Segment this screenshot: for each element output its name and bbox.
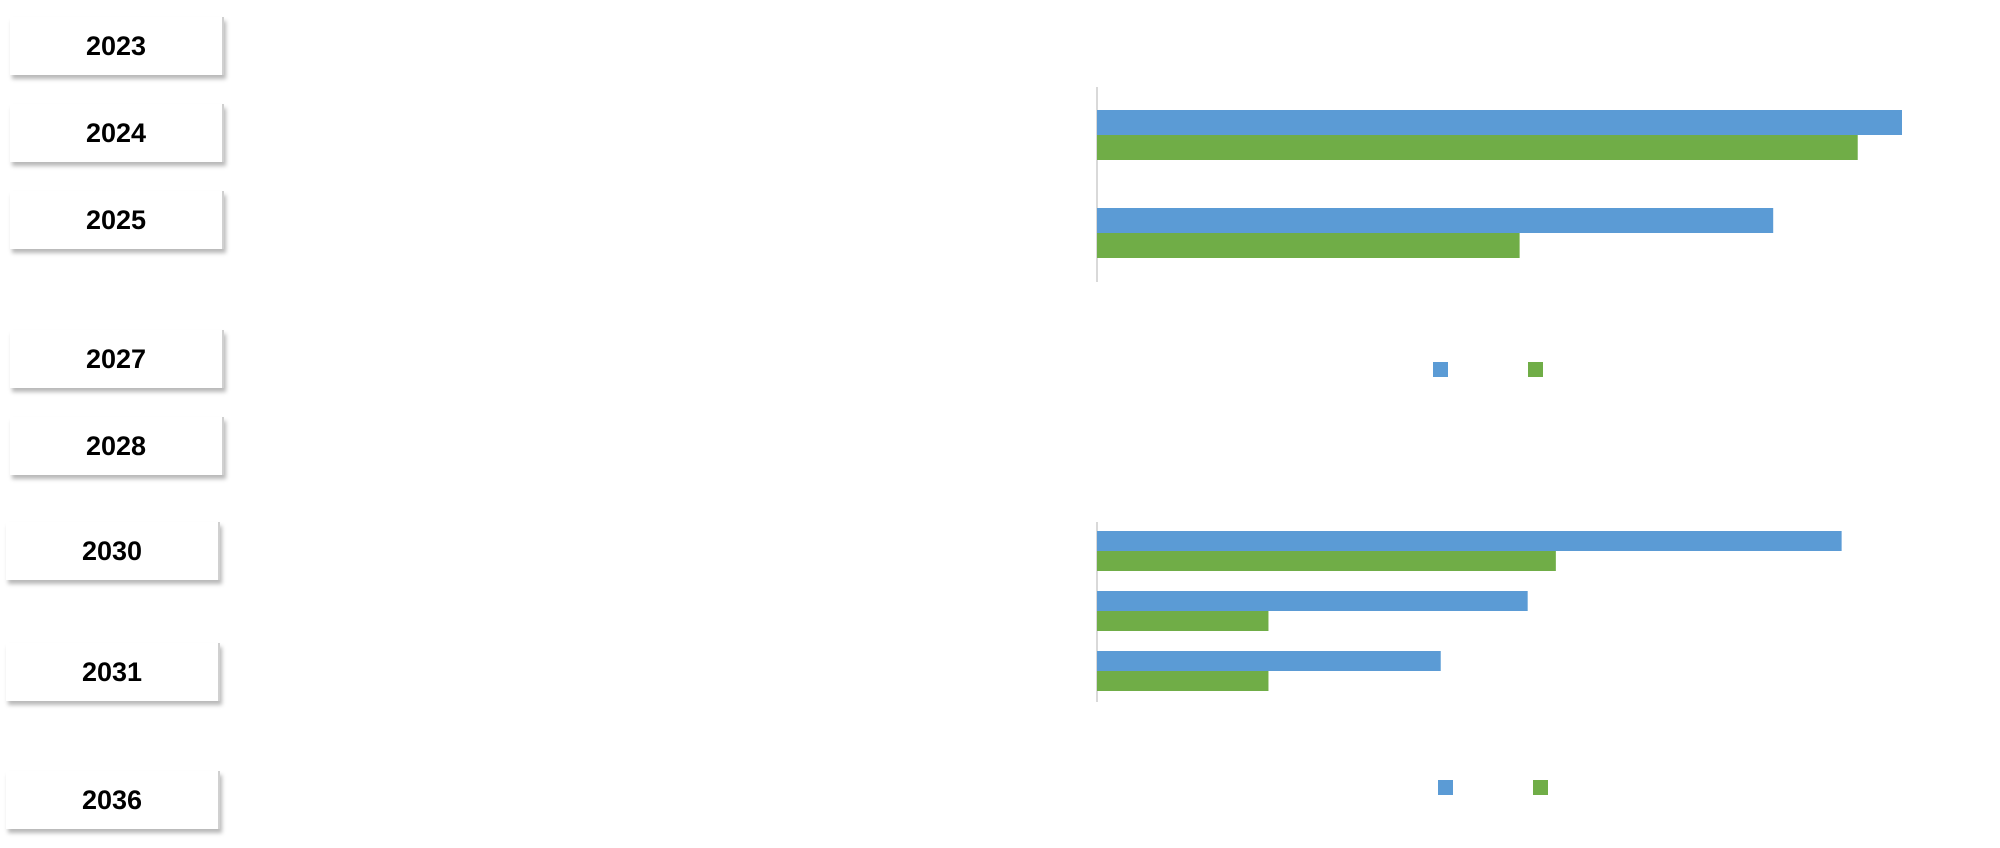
year-tab-2027[interactable]: 2027	[10, 330, 224, 388]
bar-series-2	[1097, 611, 1269, 631]
bar-series-2	[1097, 671, 1269, 691]
year-label: 2030	[81, 535, 143, 566]
year-label: 2024	[85, 117, 147, 148]
year-label: 2031	[81, 656, 143, 687]
year-label: 2023	[85, 30, 147, 61]
legend-swatch-series-2	[1533, 780, 1548, 795]
bar-series-1	[1097, 110, 1902, 135]
legend-swatch-series-1	[1433, 362, 1448, 377]
year-tab-2025[interactable]: 2025	[10, 191, 224, 249]
year-tab-2024[interactable]: 2024	[10, 104, 224, 162]
bar-series-1	[1097, 651, 1441, 671]
legend-swatch-series-1	[1438, 780, 1453, 795]
year-tab-2031[interactable]: 2031	[6, 643, 220, 701]
legend-swatch-series-2	[1528, 362, 1543, 377]
bar-series-2	[1097, 135, 1858, 160]
year-tab-2028[interactable]: 2028	[10, 417, 224, 475]
year-label: 2025	[85, 204, 147, 235]
bar-series-2	[1097, 551, 1556, 571]
year-tab-2030[interactable]: 2030	[6, 522, 220, 580]
bar-series-1	[1097, 208, 1774, 233]
year-label: 2027	[85, 343, 147, 374]
bar-series-1	[1097, 591, 1528, 611]
year-tab-2023[interactable]: 2023	[10, 17, 224, 75]
bar-series-1	[1097, 531, 1842, 551]
bar-series-2	[1097, 233, 1520, 258]
year-tab-2036[interactable]: 2036	[6, 771, 220, 829]
year-label: 2036	[81, 784, 143, 815]
year-label: 2028	[85, 430, 147, 461]
